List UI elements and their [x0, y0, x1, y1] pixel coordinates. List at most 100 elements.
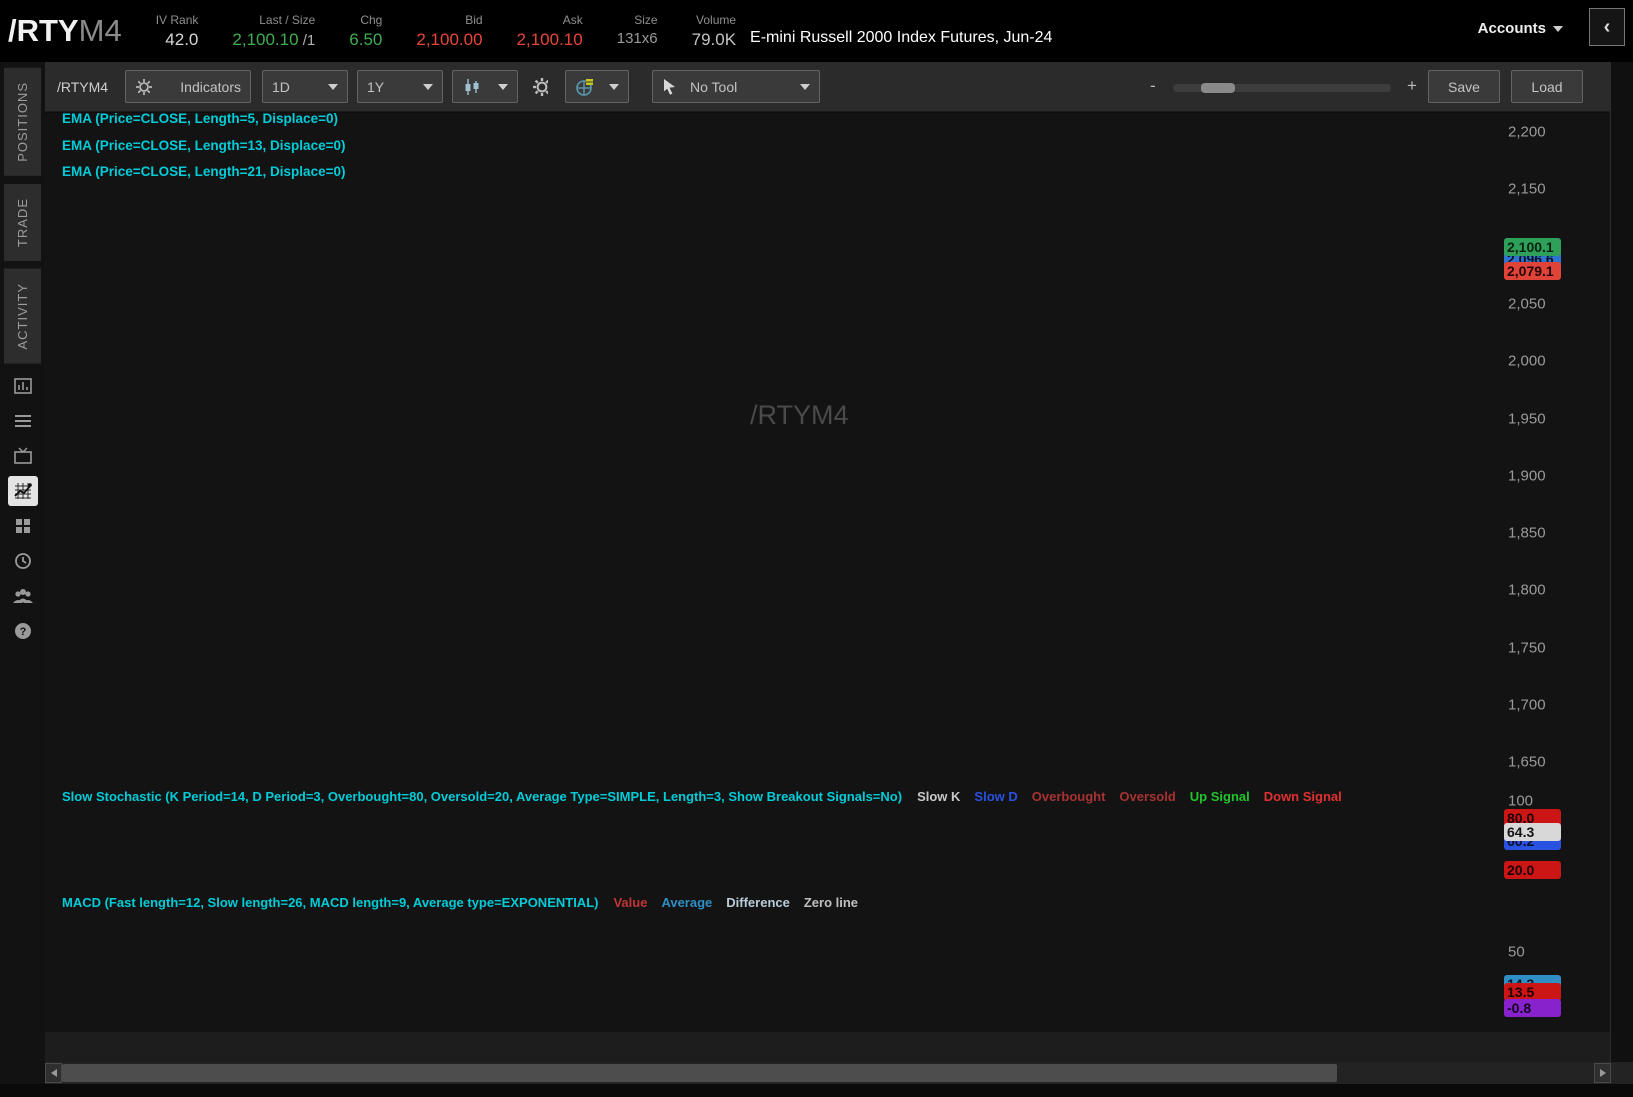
price-tick-label: 1,700	[1508, 697, 1546, 714]
drawing-tool-dropdown[interactable]: No Tool	[652, 70, 820, 103]
price-tick-label: 2,050	[1508, 296, 1546, 313]
price-tick-label: 1,900	[1508, 468, 1546, 485]
save-label: Save	[1448, 79, 1480, 95]
left-sidebar: POSITIONS TRADE ACTIVITY ?	[0, 62, 45, 1097]
load-button[interactable]: Load	[1511, 70, 1583, 103]
stochastic-series-label: Up Signal	[1190, 789, 1250, 804]
bottom-strip	[0, 1084, 1633, 1097]
scroll-right-button[interactable]	[1594, 1063, 1611, 1083]
cursor-icon	[662, 78, 678, 96]
zoom-slider-thumb[interactable]	[1201, 83, 1235, 93]
scrollbar-thumb[interactable]	[62, 1064, 1337, 1082]
zoom-in-button[interactable]: +	[1407, 76, 1417, 96]
sidebar-tab-positions[interactable]: POSITIONS	[4, 68, 41, 176]
report-icon[interactable]	[8, 371, 38, 401]
macd-tick-label: 50	[1508, 944, 1525, 961]
quote-field-label: Chg	[360, 13, 382, 27]
quote-field-value: 2,100.10 /1	[232, 30, 315, 50]
price-tick-label: 2,150	[1508, 181, 1546, 198]
arrow-left-icon	[51, 1069, 57, 1077]
quote-header: /RTYM4 IV Rank42.0Last / Size2,100.10 /1…	[0, 0, 1633, 62]
macd-series-label: Zero line	[804, 895, 858, 910]
save-button[interactable]: Save	[1428, 70, 1500, 103]
range-value: 1Y	[367, 79, 384, 95]
time-axis	[45, 1032, 1610, 1062]
price-tick-label: 1,850	[1508, 525, 1546, 542]
ema5-legend[interactable]: EMA (Price=CLOSE, Length=5, Displace=0)	[62, 111, 338, 126]
quote-field-value: 6.50	[349, 30, 382, 50]
watchlist-icon[interactable]	[8, 406, 38, 436]
macd-series-label: Average	[661, 895, 712, 910]
chevron-down-icon	[800, 84, 810, 90]
quote-field: Bid2,100.00	[416, 13, 482, 50]
quote-field: IV Rank42.0	[156, 13, 199, 50]
svg-text:?: ?	[19, 626, 26, 638]
tv-icon[interactable]	[8, 441, 38, 471]
chevron-down-icon	[423, 84, 433, 90]
indicators-button[interactable]: Indicators	[125, 70, 251, 103]
ema21-legend[interactable]: EMA (Price=CLOSE, Length=21, Displace=0)	[62, 164, 345, 179]
community-icon[interactable]	[8, 581, 38, 611]
tool-label: No Tool	[690, 79, 737, 95]
ema13-legend[interactable]: EMA (Price=CLOSE, Length=13, Displace=0)	[62, 138, 345, 153]
studies-icon	[135, 78, 153, 96]
stochastic-series-label: Slow D	[974, 789, 1017, 804]
macd-series-label: Value	[613, 895, 647, 910]
collapse-panel-button[interactable]: ‹	[1589, 8, 1625, 46]
stochastic-badge: 64.3	[1504, 823, 1561, 841]
quote-field-value: 42.0	[165, 30, 198, 50]
price-tick-label: 1,650	[1508, 754, 1546, 771]
macd-badge: -0.8	[1504, 999, 1561, 1017]
chart-type-dropdown[interactable]	[452, 70, 518, 103]
sidebar-tab-trade[interactable]: TRADE	[4, 184, 41, 261]
aggregation-dropdown[interactable]: 1D	[262, 70, 348, 103]
macd-title: MACD (Fast length=12, Slow length=26, MA…	[62, 895, 598, 910]
chevron-down-icon	[328, 84, 338, 90]
stochastic-series-labels: Slow K Slow D Overbought Oversold Up Signal D…	[917, 789, 1342, 804]
accounts-menu[interactable]: Accounts	[1478, 20, 1563, 37]
price-tick-label: 1,750	[1508, 640, 1546, 657]
quote-field-value: 131x6	[617, 30, 658, 47]
grid-icon[interactable]	[8, 511, 38, 541]
chart-style-dropdown[interactable]	[565, 70, 629, 103]
macd-legend[interactable]: MACD (Fast length=12, Slow length=26, MA…	[62, 895, 858, 910]
zoom-slider[interactable]	[1173, 84, 1391, 92]
scroll-left-button[interactable]	[45, 1063, 62, 1083]
chart-scrollbar[interactable]	[45, 1062, 1633, 1084]
stochastic-series-label: Slow K	[917, 789, 960, 804]
stochastic-series-label: Overbought	[1032, 789, 1106, 804]
quote-field: Last / Size2,100.10 /1	[232, 13, 315, 50]
price-badge: 2,079.1	[1504, 262, 1561, 280]
candlestick-icon	[462, 77, 482, 97]
sidebar-tab-activity[interactable]: ACTIVITY	[4, 269, 41, 364]
price-tick-label: 2,000	[1508, 353, 1546, 370]
macd-series-label: Difference	[726, 895, 790, 910]
globe-grid-icon	[575, 77, 595, 97]
quote-field-label: Size	[634, 13, 657, 27]
stochastic-series-label: Oversold	[1119, 789, 1175, 804]
quote-field-value: 2,100.10	[517, 30, 583, 50]
quote-field: Volume79.0K	[692, 13, 736, 50]
zoom-out-button[interactable]: -	[1150, 76, 1156, 96]
stochastic-badge: 20.0	[1504, 861, 1561, 879]
stochastic-title: Slow Stochastic (K Period=14, D Period=3…	[62, 789, 902, 804]
history-icon[interactable]	[8, 546, 38, 576]
chart-settings-button[interactable]	[523, 70, 557, 103]
help-icon[interactable]: ?	[8, 616, 38, 646]
chart-symbol-label: /RTYM4	[57, 79, 108, 95]
chevron-left-icon: ‹	[1604, 16, 1611, 39]
stochastic-series-label: Down Signal	[1264, 789, 1342, 804]
price-tick-label: 2,200	[1508, 124, 1546, 141]
stochastic-legend[interactable]: Slow Stochastic (K Period=14, D Period=3…	[62, 789, 1342, 804]
macd-series-labels: Value Average Difference Zero line	[613, 895, 858, 910]
load-label: Load	[1531, 79, 1562, 95]
instrument-description: E-mini Russell 2000 Index Futures, Jun-2…	[750, 29, 1052, 47]
stochastic-tick-label: 100	[1508, 793, 1533, 810]
chevron-down-icon	[498, 84, 508, 90]
arrow-right-icon	[1600, 1069, 1606, 1077]
gear-icon	[532, 77, 548, 97]
quote-field: Ask2,100.10	[517, 13, 583, 50]
charts-icon[interactable]	[8, 476, 38, 506]
range-dropdown[interactable]: 1Y	[357, 70, 443, 103]
chevron-down-icon	[609, 84, 619, 90]
